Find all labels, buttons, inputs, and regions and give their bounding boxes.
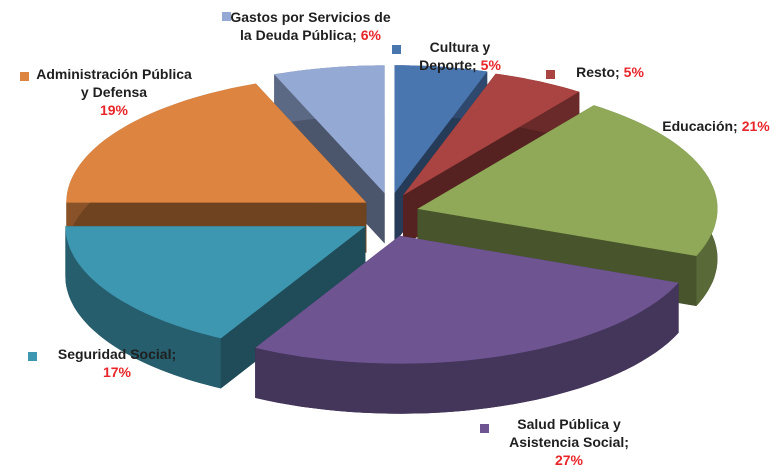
slice-top — [65, 226, 366, 339]
legend-swatch — [20, 72, 29, 81]
slice-top — [274, 65, 385, 194]
category-label: Gastos por Servicios de la Deuda Pública… — [230, 9, 391, 43]
category-label: Educación; — [662, 118, 738, 134]
slice — [255, 235, 679, 414]
slice-label: Educación; 21% — [646, 117, 780, 135]
slice-side — [255, 282, 679, 414]
value-label: 27% — [554, 452, 584, 468]
slice-side — [65, 226, 221, 389]
legend-swatch — [546, 70, 555, 79]
category-label: Administración Pública y Defensa — [36, 66, 192, 100]
value-label: 5% — [623, 64, 644, 80]
slice-label: Gastos por Servicios de la Deuda Pública… — [228, 8, 393, 44]
slice-label: Salud Pública y Asistencia Social; 27% — [494, 415, 644, 469]
slice-label: Resto; 5% — [560, 63, 660, 81]
slice-top — [255, 235, 679, 364]
category-label: Resto; — [576, 64, 620, 80]
value-label: 6% — [360, 27, 381, 43]
legend-swatch — [392, 45, 401, 54]
legend-swatch — [28, 352, 37, 361]
value-label: 19% — [99, 102, 129, 118]
legend-swatch — [480, 424, 489, 433]
legend-swatch — [222, 12, 231, 21]
value-label: 5% — [480, 57, 501, 73]
value-label: 17% — [102, 364, 132, 380]
category-label: Seguridad Social; — [57, 346, 177, 362]
value-label: 21% — [741, 118, 770, 134]
slice-top — [402, 73, 580, 196]
slice-top — [394, 65, 488, 194]
category-label: Cultura y Deporte; — [419, 39, 491, 73]
slice-top — [417, 105, 718, 256]
category-label: Salud Pública y Asistencia Social; — [509, 416, 629, 450]
slice-label: Administración Pública y Defensa 19% — [34, 65, 194, 119]
slice-top — [66, 83, 367, 203]
legend-swatch — [631, 124, 640, 133]
slice-label: Cultura y Deporte; 5% — [405, 38, 515, 74]
slice-label: Seguridad Social; 17% — [42, 345, 192, 381]
